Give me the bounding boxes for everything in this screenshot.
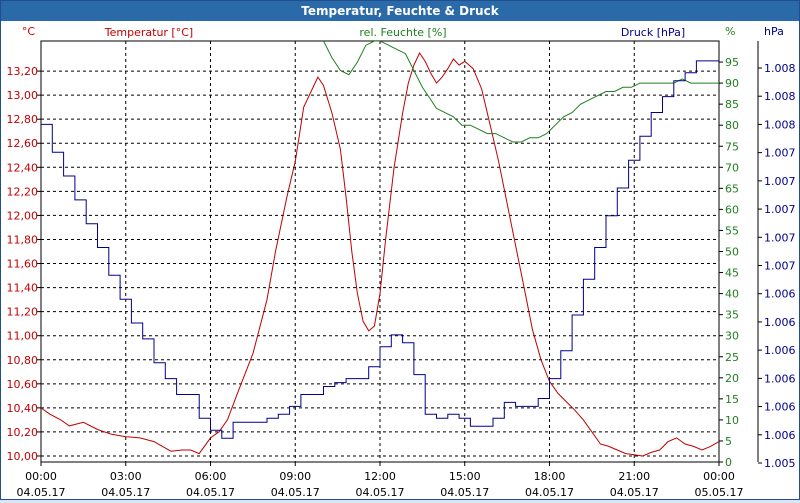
humidity-tick-label: 95 [725,56,739,69]
humidity-tick-label: 50 [725,246,739,259]
x-tick-time: 15:00 [449,470,481,483]
humidity-tick-label: 40 [725,288,739,301]
temp-tick-label: 10,00 [7,450,39,463]
pressure-tick-label: 1.006 [764,344,796,357]
x-tick-time: 12:00 [364,470,396,483]
temp-tick-label: 12,20 [7,185,39,198]
humidity-tick-label: 60 [725,203,739,216]
temp-tick-label: 12,00 [7,209,39,222]
pressure-tick-label: 1.005 [764,457,796,470]
x-tick-time: 18:00 [534,470,566,483]
pressure-line [41,60,719,439]
humidity-tick-label: 80 [725,119,739,132]
temp-axis-title: Temperatur [°C] [104,26,193,39]
x-tick-time: 00:00 [703,470,735,483]
humidity-tick-label: 15 [725,393,739,406]
temp-tick-label: 11,20 [7,306,39,319]
axes [37,40,762,466]
x-tick-date: 05.05.17 [695,486,744,499]
grid-lines [41,41,719,462]
temp-tick-label: 12,80 [7,113,39,126]
temp-tick-label: 10,60 [7,378,39,391]
x-tick-time: 00:00 [25,470,57,483]
x-tick-date: 04.05.17 [610,486,659,499]
pressure-tick-label: 1.006 [764,288,796,301]
pressure-tick-label: 1.007 [764,231,796,244]
x-tick-date: 04.05.17 [101,486,150,499]
humidity-tick-label: 5 [725,435,732,448]
humidity-tick-label: 0 [725,456,732,469]
x-tick-date: 04.05.17 [17,486,66,499]
pressure-unit-label: hPa [764,25,784,38]
x-tick-time: 06:00 [195,470,227,483]
x-tick-date: 04.05.17 [525,486,574,499]
humidity-tick-label: 85 [725,98,739,111]
temp-tick-label: 11,40 [7,282,39,295]
humidity-unit-label: % [725,25,735,38]
temperature-line [41,51,719,457]
pressure-tick-label: 1.006 [764,372,796,385]
humidity-tick-label: 65 [725,182,739,195]
window-title: Temperatur, Feuchte & Druck [1,1,799,21]
x-tick-date: 04.05.17 [356,486,405,499]
temp-tick-label: 12,40 [7,161,39,174]
humidity-tick-label: 55 [725,224,739,237]
chart-area: 10,00 10,20 10,40 10,60 10,80 11,00 11,20 11,40… [1,22,799,499]
x-tick-date: 04.05.17 [186,486,235,499]
temp-tick-label: 13,20 [7,65,39,78]
pressure-tick-label: 1.008 [764,118,796,131]
temp-tick-label: 10,80 [7,354,39,367]
humidity-tick-label: 20 [725,372,739,385]
pressure-axis-title: Druck [hPa] [621,26,685,39]
temp-tick-label: 10,40 [7,402,39,415]
labels-layer: 10,00 10,20 10,40 10,60 10,80 11,00 11,20 11,40… [7,25,796,499]
x-tick-time: 21:00 [618,470,650,483]
pressure-tick-label: 1.006 [764,401,796,414]
humidity-tick-label: 25 [725,351,739,364]
humidity-tick-label: 30 [725,330,739,343]
humidity-tick-label: 45 [725,267,739,280]
pressure-tick-label: 1.008 [764,62,796,75]
temp-tick-label: 12,60 [7,137,39,150]
humidity-tick-label: 35 [725,309,739,322]
x-tick-time: 09:00 [279,470,311,483]
temp-tick-label: 11,60 [7,258,39,271]
humidity-tick-label: 75 [725,140,739,153]
temp-tick-label: 10,20 [7,426,39,439]
series-layer [41,41,719,457]
pressure-tick-label: 1.006 [764,429,796,442]
pressure-tick-label: 1.007 [764,260,796,273]
pressure-tick-label: 1.007 [764,175,796,188]
pressure-tick-label: 1.008 [764,90,796,103]
humidity-tick-label: 90 [725,77,739,90]
x-tick-time: 03:00 [110,470,142,483]
pressure-tick-label: 1.007 [764,203,796,216]
humidity-tick-label: 10 [725,414,739,427]
humidity-axis-title: rel. Feuchte [%] [359,26,446,39]
humidity-line [323,41,719,143]
temp-unit-label: °C [22,25,36,38]
pressure-tick-label: 1.007 [764,147,796,160]
humidity-tick-label: 70 [725,161,739,174]
temp-tick-label: 11,80 [7,233,39,246]
temp-tick-label: 13,00 [7,89,39,102]
chart-svg: 10,00 10,20 10,40 10,60 10,80 11,00 11,20 11,40… [7,25,796,499]
pressure-tick-label: 1.006 [764,316,796,329]
x-tick-date: 04.05.17 [271,486,320,499]
x-tick-date: 04.05.17 [440,486,489,499]
temp-tick-label: 11,00 [7,330,39,343]
